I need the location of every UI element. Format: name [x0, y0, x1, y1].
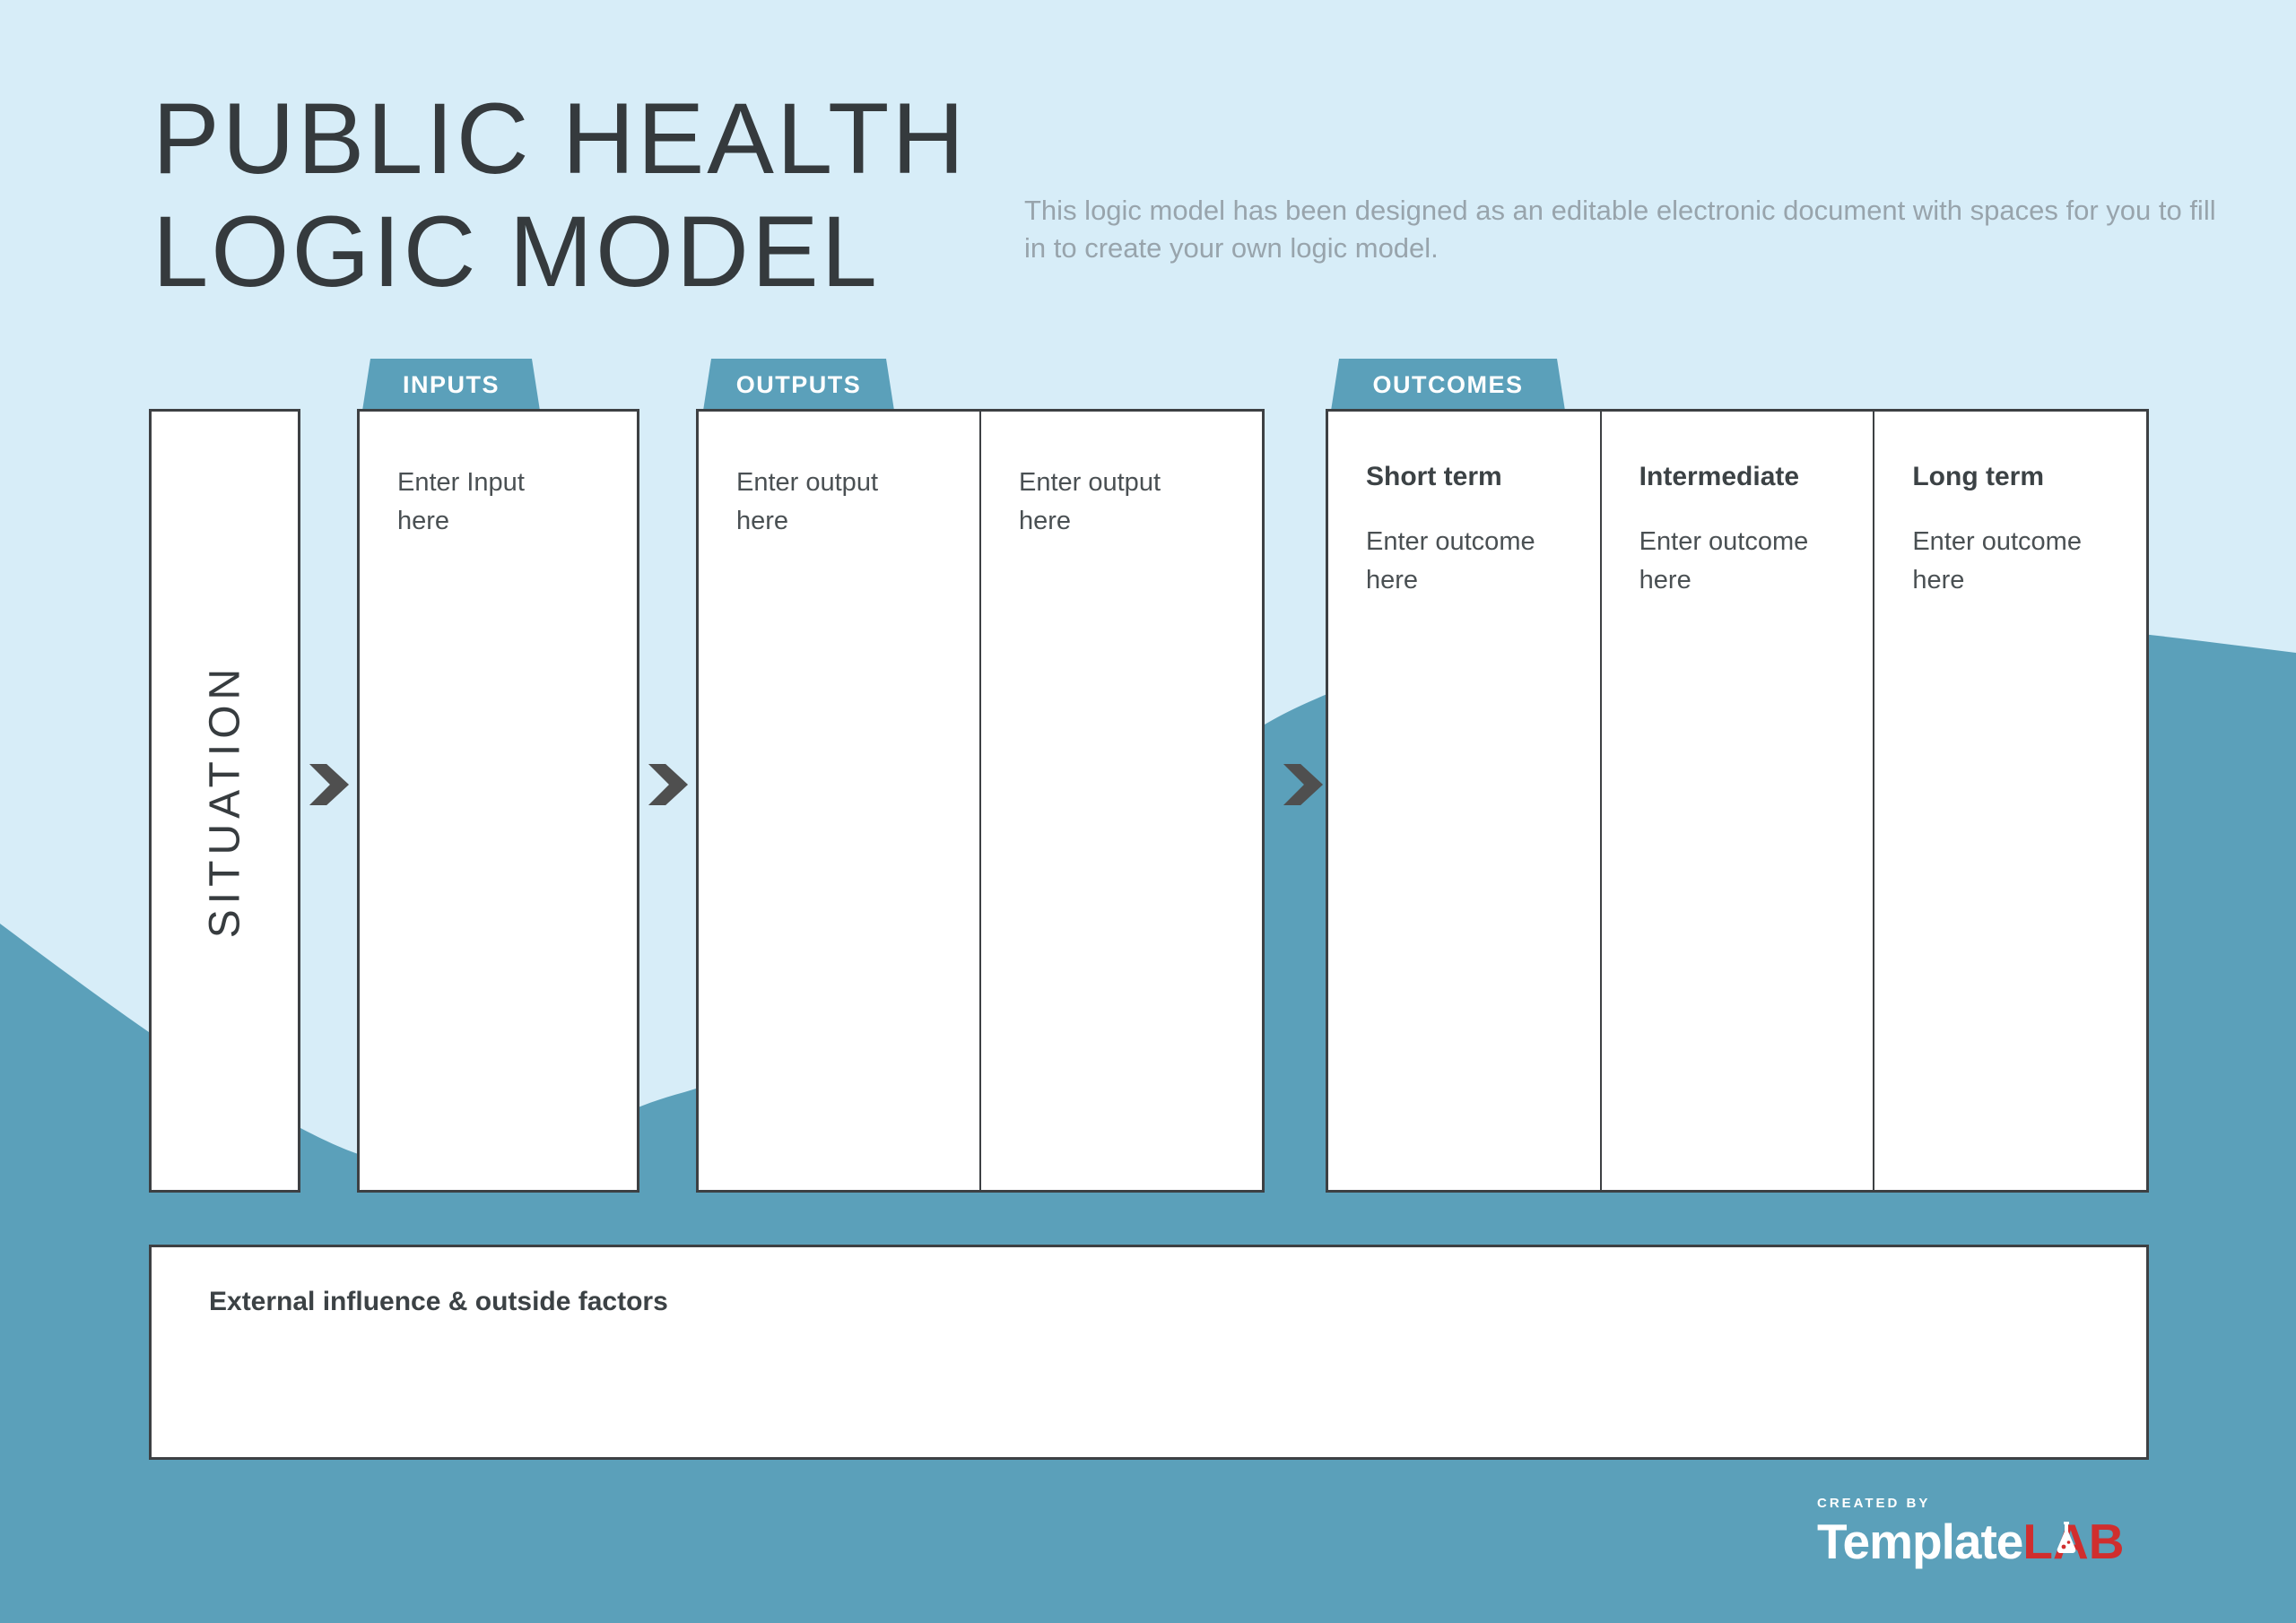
- page-title-line1: PUBLIC HEALTH: [152, 82, 968, 195]
- external-factors-label: External influence & outside factors: [209, 1287, 668, 1316]
- external-factors-box[interactable]: External influence & outside factors: [149, 1245, 2149, 1460]
- outcome-heading: Short term: [1366, 462, 1502, 491]
- outcomes-tab-label: OUTCOMES: [1372, 370, 1524, 398]
- inputs-tab: INPUTS: [362, 359, 540, 411]
- output-cell-2[interactable]: Enter output here: [979, 412, 1262, 1190]
- brand-template-text: Template: [1817, 1514, 2023, 1569]
- placeholder-text: Enter output here: [1019, 468, 1161, 535]
- inputs-tab-label: INPUTS: [402, 370, 500, 398]
- page-title-line2: LOGIC MODEL: [152, 195, 880, 308]
- outcome-column-intermediate[interactable]: Intermediate Enter outcome here: [1599, 412, 1874, 1190]
- flask-icon: [2057, 1522, 2076, 1553]
- outcome-column-long-term[interactable]: Long term Enter outcome here: [1873, 412, 2146, 1190]
- brand-lab-text: LAB: [2022, 1513, 2124, 1570]
- placeholder-text: Enter Input here: [397, 468, 525, 535]
- page-title: PUBLIC HEALTH LOGIC MODEL: [152, 82, 967, 308]
- outputs-tab-label: OUTPUTS: [735, 370, 862, 398]
- inputs-box[interactable]: Enter Input here: [357, 409, 639, 1193]
- outputs-box: Enter output here Enter output here: [696, 409, 1265, 1193]
- placeholder-text: Enter outcome here: [1639, 527, 1809, 595]
- chevron-right-icon: [1283, 764, 1324, 805]
- brand-lab-letters: LAB: [2022, 1514, 2125, 1569]
- placeholder-text: Enter output here: [736, 468, 878, 535]
- chevron-right-icon: [309, 764, 350, 805]
- chevron-right-icon: [648, 764, 689, 805]
- situation-box: SITUATION: [149, 409, 300, 1193]
- output-cell-1[interactable]: Enter output here: [699, 412, 979, 1190]
- outcome-heading: Long term: [1912, 462, 2045, 491]
- outcomes-tab: OUTCOMES: [1331, 359, 1565, 411]
- created-by-label: CREATED BY: [1817, 1496, 1931, 1511]
- templatelab-logo: CREATED BY Template LAB: [1817, 1496, 2124, 1570]
- brand-wordmark: Template LAB: [1817, 1513, 2124, 1570]
- input-cell[interactable]: Enter Input here: [360, 412, 637, 541]
- outcome-heading: Intermediate: [1639, 462, 1800, 491]
- outputs-tab: OUTPUTS: [703, 359, 894, 411]
- situation-label: SITUATION: [201, 663, 248, 939]
- outcomes-box: Short term Enter outcome here Intermedia…: [1326, 409, 2149, 1193]
- placeholder-text: Enter outcome here: [1912, 527, 2082, 595]
- outcome-column-short-term[interactable]: Short term Enter outcome here: [1328, 412, 1600, 1190]
- placeholder-text: Enter outcome here: [1366, 527, 1535, 595]
- page-description: This logic model has been designed as an…: [1024, 195, 2216, 264]
